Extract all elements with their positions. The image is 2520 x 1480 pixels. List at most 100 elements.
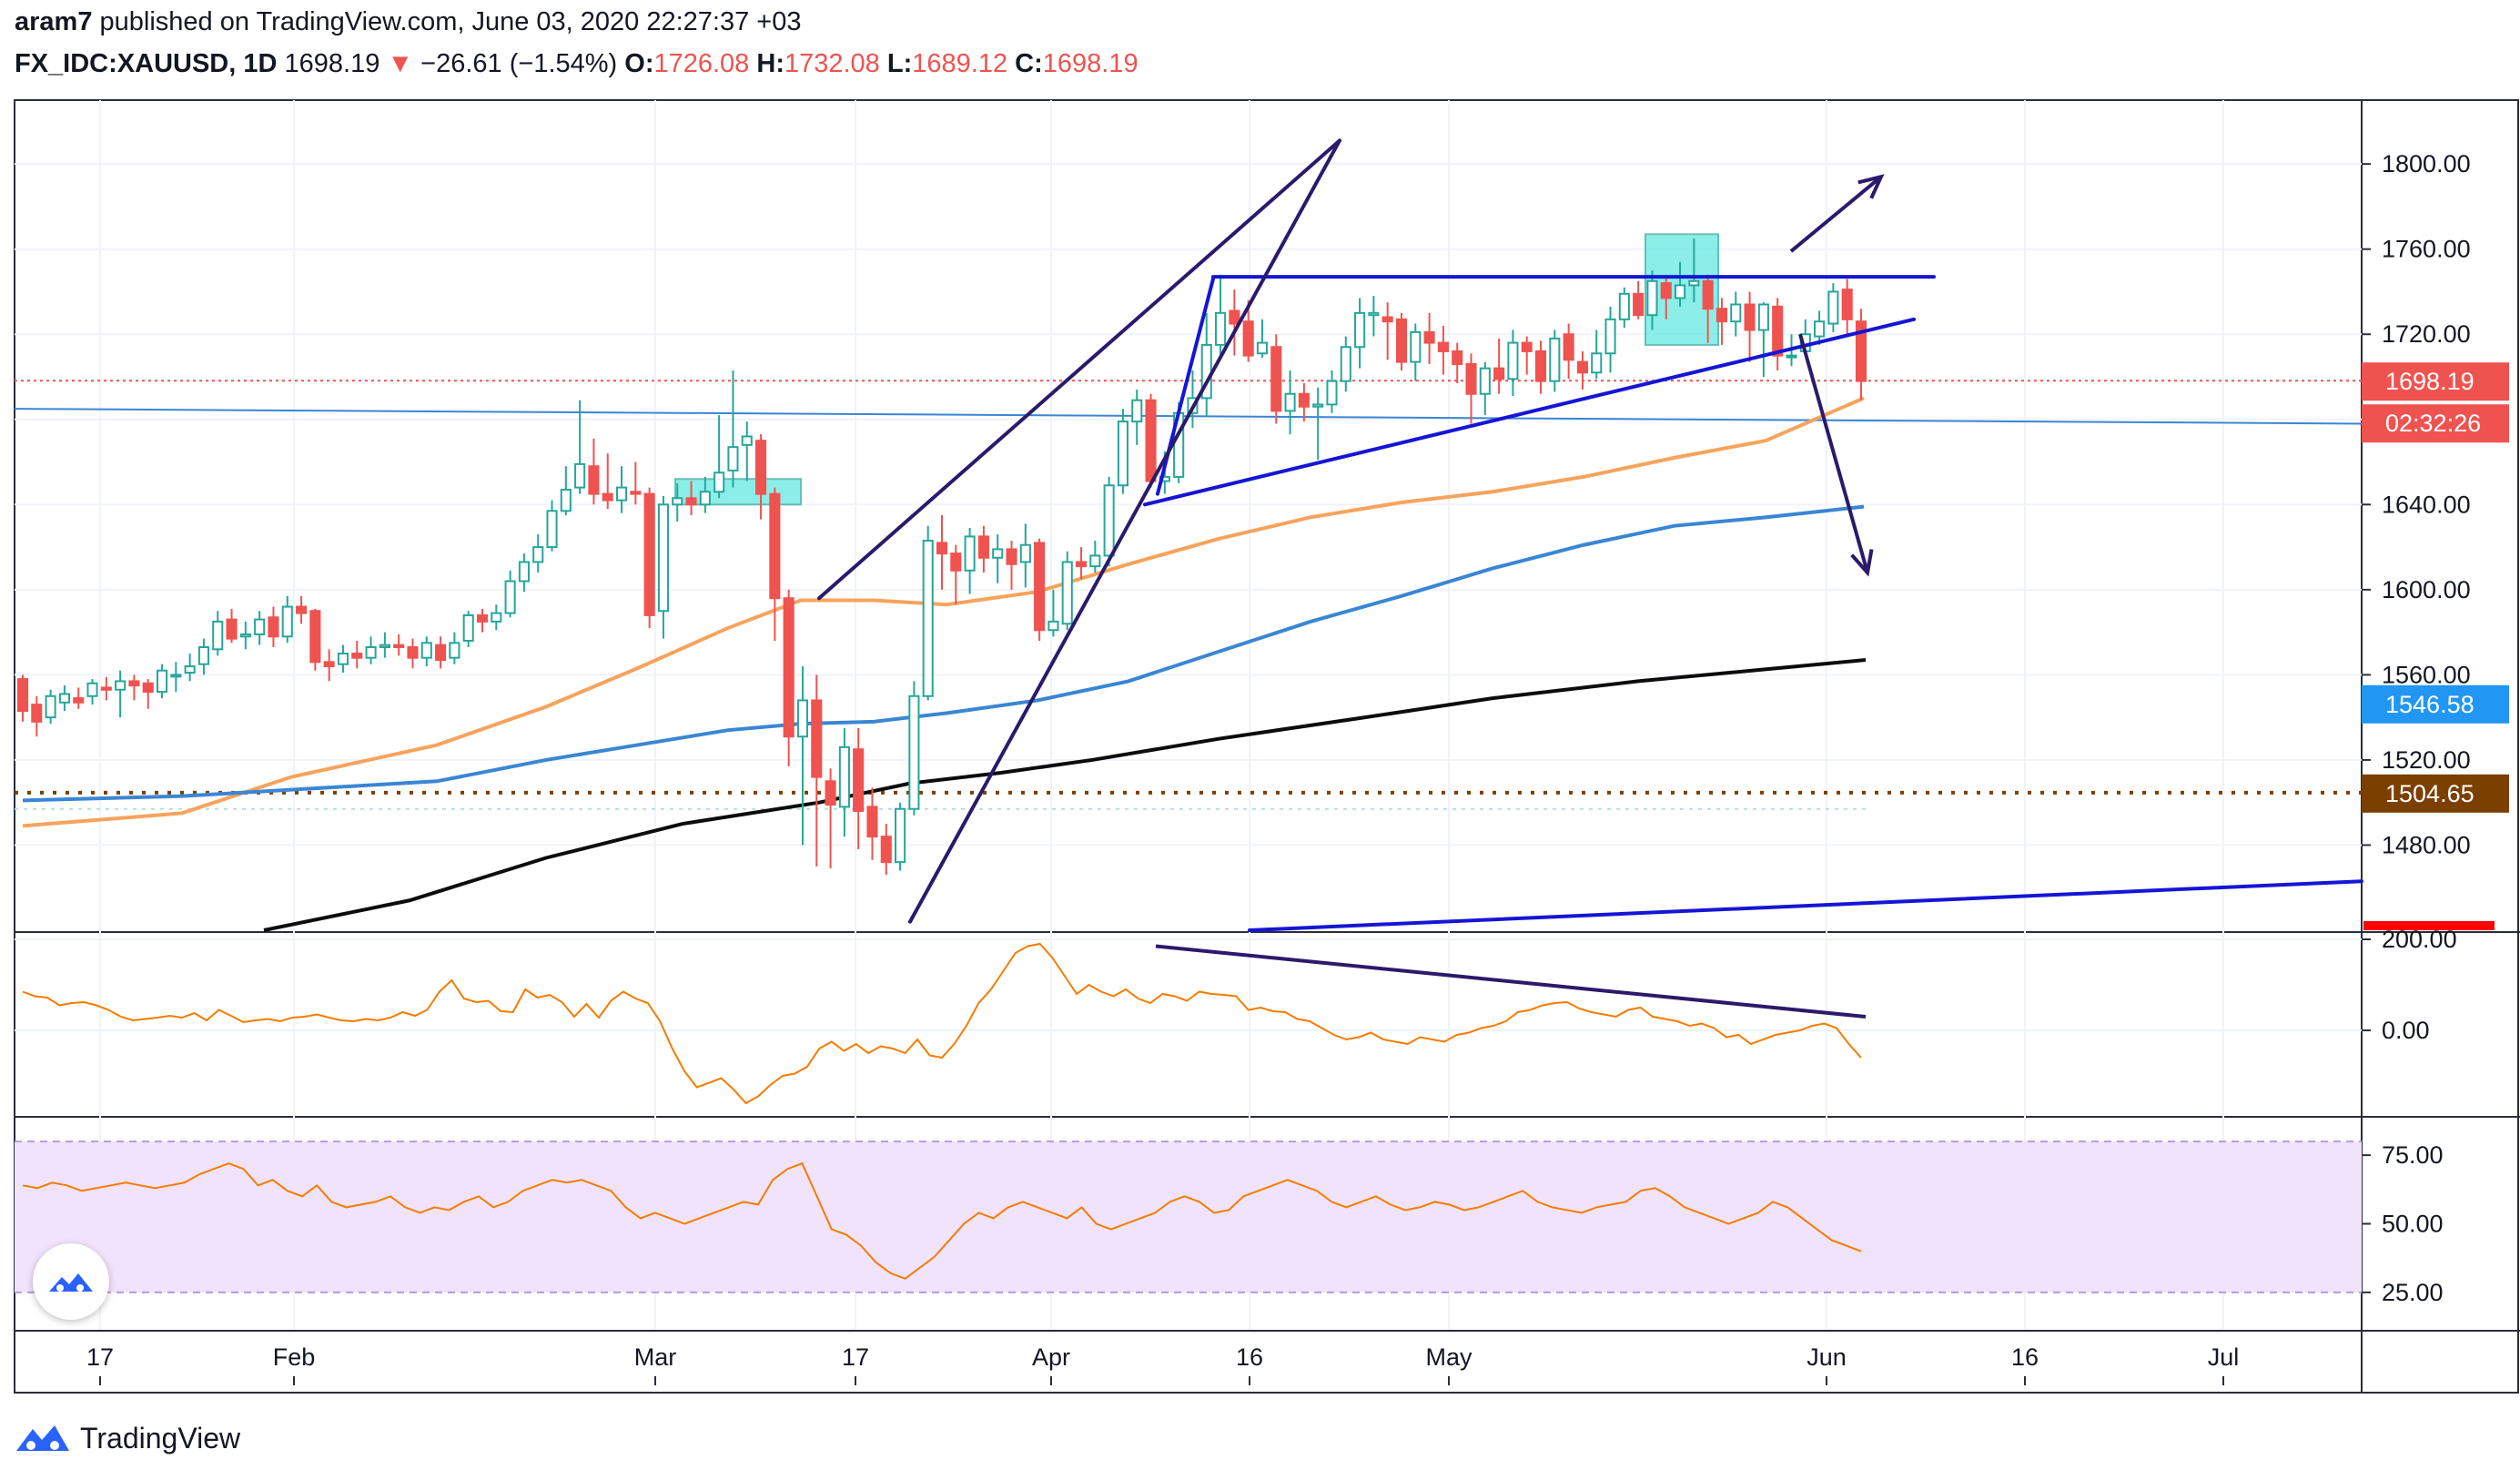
candle-down: [1242, 320, 1254, 357]
candle-down: [16, 678, 29, 713]
channel-upper-line: [817, 138, 1341, 601]
candle-down: [769, 492, 781, 600]
price-axis[interactable]: 1480.001520.001560.001600.001640.001680.…: [2362, 150, 2471, 1306]
time-tick-label: Feb: [273, 1343, 316, 1371]
tradingview-logo-button[interactable]: [33, 1243, 109, 1320]
candle-down: [1395, 318, 1408, 363]
candle-down: [1493, 367, 1505, 380]
candle-up: [504, 580, 516, 614]
candle-up: [379, 644, 390, 648]
price-tick-label: 1600.00: [2382, 576, 2471, 603]
candle-up: [197, 645, 209, 665]
time-tick-label: 17: [842, 1343, 869, 1371]
candle-up: [657, 503, 669, 613]
candle-down: [1841, 289, 1853, 320]
candle-down: [1423, 330, 1435, 344]
candle-up: [1354, 311, 1366, 349]
candle-up: [1340, 346, 1351, 382]
candle-down: [1145, 399, 1157, 482]
symbol-info: FX_IDC:XAUUSD, 1D 1698.19 ▼ −26.61 (−1.5…: [15, 49, 1139, 79]
last-price: 1698.19: [284, 49, 380, 78]
time-tick-label: Apr: [1032, 1343, 1070, 1371]
ma-black-line: [263, 658, 1867, 932]
candle-up: [1312, 403, 1324, 408]
arrow-up-head: [1857, 174, 1885, 199]
candle-up: [239, 633, 251, 638]
time-tick-label: Jun: [1807, 1343, 1847, 1371]
candle-up: [1256, 341, 1269, 355]
candle-up: [462, 613, 474, 642]
candle-down: [1772, 305, 1784, 357]
candle-up: [491, 612, 502, 623]
candle-down: [811, 699, 823, 778]
time-axis[interactable]: 17 Feb Mar 17 Apr 16 May Jun 16 Jul: [86, 1343, 2239, 1385]
candle-down: [755, 440, 767, 495]
candle-up: [184, 665, 196, 674]
time-tick-label: 16: [1236, 1343, 1263, 1371]
publisher-name[interactable]: aram7: [15, 7, 93, 36]
price-tick-label: 1520.00: [2382, 746, 2471, 774]
footer-brand[interactable]: TradingView: [15, 1420, 240, 1456]
candle-down: [783, 597, 794, 738]
candle-down: [1660, 282, 1672, 299]
candle-down: [128, 680, 140, 687]
candle-up: [1479, 367, 1491, 395]
candle-down: [950, 552, 962, 572]
low-label: L:: [886, 49, 913, 78]
candle-down: [866, 806, 878, 838]
candle-down: [825, 780, 836, 806]
candle-down: [1855, 320, 1867, 382]
candle-down: [351, 653, 363, 659]
ma-blue-line: [22, 504, 1865, 803]
candle-up: [574, 462, 586, 489]
candle-up: [86, 682, 98, 697]
candle-up: [281, 605, 293, 638]
candle-up: [1730, 303, 1742, 323]
candle-down: [73, 697, 85, 704]
arrow-down-head: [1850, 549, 1874, 577]
candle-up: [1117, 421, 1128, 487]
osc-tick-label: 0.00: [2382, 1017, 2430, 1044]
candle-down: [1452, 350, 1463, 365]
candle-up: [115, 680, 127, 691]
candle-up: [1410, 330, 1422, 363]
time-tick-label: 17: [86, 1343, 114, 1371]
candle-down: [1270, 346, 1282, 412]
candle-up: [365, 645, 377, 659]
candle-down: [685, 497, 697, 506]
candle-down: [880, 836, 892, 864]
candle-down: [31, 704, 43, 723]
countdown-badge-bg: [2362, 404, 2509, 443]
candle-down: [1521, 341, 1533, 352]
candle-down: [602, 492, 613, 502]
candle-down: [1075, 561, 1088, 568]
candle-up: [922, 540, 934, 697]
candle-up: [1215, 311, 1227, 346]
oscillator-line: [22, 942, 1862, 1105]
candle-down: [936, 542, 948, 555]
candle-down: [588, 465, 600, 495]
price-tick-label: 1480.00: [2382, 831, 2471, 858]
candle-down: [643, 492, 655, 616]
candle-up: [741, 435, 753, 446]
time-tick-label: Mar: [634, 1343, 677, 1371]
candle-down: [1006, 548, 1017, 565]
candle-up: [212, 620, 224, 651]
open-value: 1726.08: [653, 49, 750, 78]
tradingview-brand-icon: [16, 1425, 69, 1451]
chart-border: [14, 99, 2519, 1394]
countdown-badge: 02:32:26: [2385, 410, 2481, 437]
candle-down: [1633, 292, 1645, 317]
candle-down: [476, 613, 489, 623]
symbol-name[interactable]: FX_IDC:XAUUSD, 1D: [15, 49, 278, 78]
ma-orange-line: [22, 396, 1865, 828]
candle-up: [449, 642, 460, 659]
rsi-line: [22, 1161, 1862, 1280]
tradingview-logo-icon: [49, 1273, 93, 1292]
candle-down: [296, 605, 308, 614]
candle-up: [1019, 543, 1031, 563]
candle-up: [895, 807, 906, 864]
drawing-overlays: [817, 138, 2495, 932]
oscillator-panel: [22, 942, 1867, 1105]
